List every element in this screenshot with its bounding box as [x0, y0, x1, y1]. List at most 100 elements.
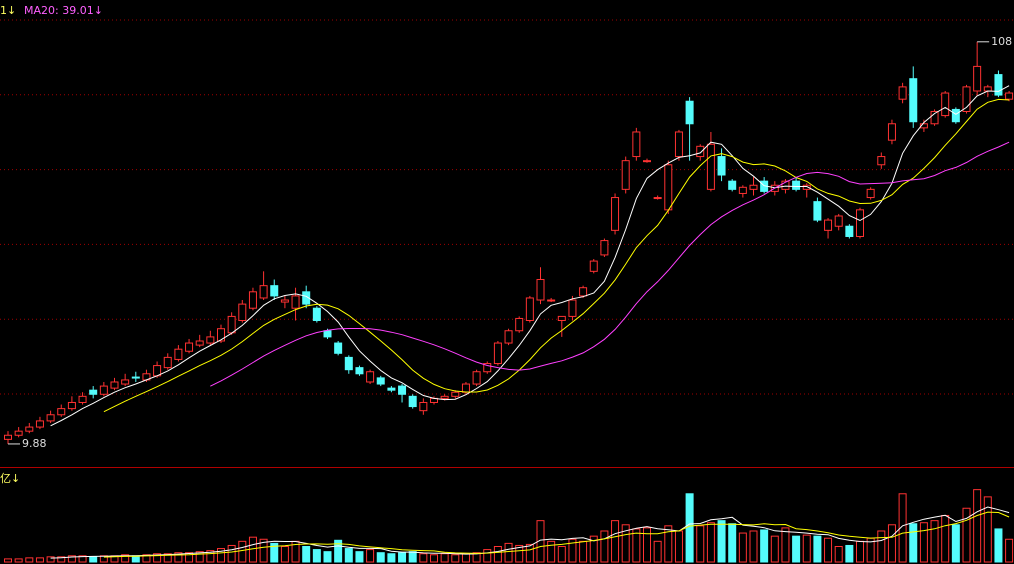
volume-bar [57, 556, 66, 563]
candle-body [419, 401, 428, 412]
volume-bar [4, 558, 12, 563]
volume-bar [983, 496, 992, 563]
volume-bar [557, 545, 566, 563]
candle-body [355, 367, 364, 375]
candle-body [973, 65, 982, 92]
volume-bar [408, 551, 417, 563]
candle-body [291, 295, 300, 309]
candle-body [227, 315, 236, 334]
candle-body [728, 180, 737, 190]
candle-body [238, 303, 247, 322]
candle-body [547, 299, 556, 302]
candle-body [376, 377, 385, 385]
candle-body [877, 156, 886, 166]
candle-body [994, 74, 1003, 96]
candle-body [781, 180, 790, 190]
volume-bar [792, 535, 801, 563]
volume-bar [706, 522, 715, 563]
candle-body [792, 180, 801, 190]
volume-bar [994, 528, 1003, 563]
candle-body [174, 348, 183, 360]
candle-body [674, 131, 683, 158]
volume-bar [35, 557, 44, 563]
candle-body [653, 197, 662, 200]
candle-body [89, 389, 98, 395]
volume-bar [238, 540, 247, 563]
volume-bar [398, 552, 407, 563]
moving-average-line [50, 506, 1010, 559]
volume-bar [227, 544, 236, 563]
volume-bar [451, 554, 460, 563]
volume-bar [78, 555, 87, 563]
volume-bar [430, 554, 438, 563]
candle-body [440, 395, 449, 399]
volume-bar [941, 514, 950, 563]
indicator-label: MA20: 39.01↓ [24, 4, 103, 17]
candle-body [398, 385, 407, 395]
volume-bar [270, 542, 279, 563]
volume-bar [536, 520, 545, 563]
candle-body [664, 164, 673, 211]
candle-body [685, 100, 694, 125]
candle-body [163, 356, 172, 369]
volume-bar [280, 545, 289, 563]
candle-body [557, 315, 566, 322]
volume-bar [195, 551, 204, 563]
volume-bar [749, 530, 758, 563]
candle-body [334, 342, 343, 354]
volume-bar [579, 540, 588, 563]
volume-bar [440, 553, 449, 563]
volume-bar [664, 525, 673, 563]
candle-body [643, 160, 651, 163]
volume-bar [781, 527, 790, 563]
candle-body [738, 186, 747, 194]
volume-bar [856, 540, 864, 563]
volume-bar [600, 530, 609, 563]
candle-body [248, 291, 257, 309]
min-low-label: 9.88 [22, 437, 47, 450]
candle-body [99, 385, 108, 395]
candle-body [185, 342, 194, 352]
candle-body [525, 297, 534, 322]
candle-body [845, 225, 854, 237]
candle-body [706, 143, 715, 190]
candle-body [589, 260, 598, 272]
candle-body [259, 285, 268, 299]
volume-bar [887, 524, 896, 563]
candle-body [983, 86, 992, 92]
volume-bar [877, 530, 886, 563]
volume-bar [493, 545, 502, 563]
candle-body [4, 434, 12, 440]
candle-body [909, 78, 918, 123]
volume-bar [515, 544, 524, 563]
volume-bar [163, 553, 172, 563]
candle-body [515, 317, 524, 332]
volume-bar [611, 520, 620, 563]
volume-bar [973, 489, 982, 563]
volume-bar [1005, 538, 1014, 563]
volume-bar [334, 539, 343, 563]
indicator-label: 1↓ [0, 4, 16, 17]
volume-bar [46, 556, 55, 563]
volume-bar [153, 553, 162, 563]
volume-bar [25, 557, 34, 563]
candle-body [78, 395, 87, 403]
volume-bar [898, 493, 907, 563]
volume-bar [121, 554, 130, 563]
volume-bar [472, 552, 481, 563]
candle-body [451, 391, 460, 397]
volume-bar [813, 535, 822, 563]
volume-bar [483, 549, 492, 563]
volume-bar [525, 543, 534, 563]
volume-label: 亿↓ [0, 472, 20, 485]
volume-bar [717, 520, 726, 563]
volume-bar [696, 525, 705, 563]
volume-bar [643, 527, 651, 563]
candle-body [461, 383, 470, 393]
candle-body [483, 363, 492, 373]
candle-body [696, 145, 705, 158]
volume-bar [845, 544, 854, 563]
volume-bar [504, 542, 513, 563]
candle-body [25, 426, 34, 432]
